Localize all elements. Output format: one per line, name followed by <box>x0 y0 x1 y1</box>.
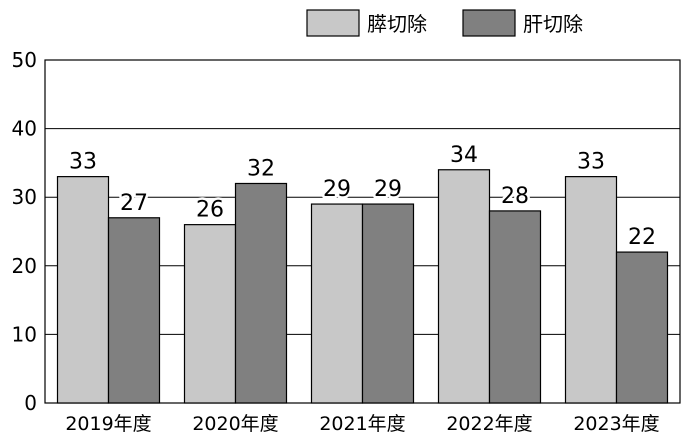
data-label-halo: 22 <box>628 225 656 250</box>
y-tick-label: 30 <box>12 185 37 209</box>
bar-series2 <box>361 203 415 404</box>
data-label: 29 <box>374 177 402 202</box>
x-tick-label: 2023年度 <box>573 413 659 435</box>
data-label: 27 <box>120 191 148 216</box>
axes: 0 10 20 30 40 50 2019年度 2020年度 2021年度 2022年度 2023年… <box>12 48 660 435</box>
data-label: 22 <box>628 225 656 250</box>
data-label: 29 <box>323 177 351 202</box>
legend-label: 肝切除 <box>523 12 583 36</box>
data-label-halo: 27 <box>120 191 148 216</box>
data-label-halo: 34 <box>450 143 478 168</box>
data-label-halo: 32 <box>247 156 275 181</box>
bar-series2 <box>107 217 161 404</box>
legend-label: 膵切除 <box>367 12 427 36</box>
x-tick-label: 2019年度 <box>65 413 151 435</box>
legend-swatch <box>306 9 360 37</box>
legend: 膵切除 肝切除 <box>306 9 583 37</box>
x-tick-label: 2020年度 <box>192 413 278 435</box>
x-tick-label: 2021年度 <box>319 413 405 435</box>
data-label-halo: 28 <box>501 184 529 209</box>
data-label: 32 <box>247 156 275 181</box>
legend-swatch <box>462 9 516 37</box>
bar-series1 <box>183 224 237 404</box>
data-label-halo: 29 <box>374 177 402 202</box>
y-tick-label: 40 <box>12 117 37 141</box>
y-tick-label: 10 <box>12 322 37 346</box>
data-label: 34 <box>450 143 478 168</box>
y-tick-label: 50 <box>12 48 37 72</box>
bar-series2 <box>488 210 542 404</box>
bar-series2 <box>615 251 669 404</box>
data-label: 26 <box>196 198 224 223</box>
y-tick-label: 20 <box>12 254 37 278</box>
bar-series2 <box>234 182 288 404</box>
bar-series1 <box>564 176 618 404</box>
data-label: 28 <box>501 184 529 209</box>
y-tick-label: 0 <box>24 391 37 415</box>
x-tick-label: 2022年度 <box>446 413 532 435</box>
bars <box>56 169 669 404</box>
data-label-halo: 33 <box>69 150 97 175</box>
bar-series1 <box>310 203 364 404</box>
bar-series1 <box>56 176 110 404</box>
data-label-halo: 33 <box>577 150 605 175</box>
bar-series1 <box>437 169 491 404</box>
data-label: 33 <box>69 150 97 175</box>
data-label: 33 <box>577 150 605 175</box>
data-label-halo: 29 <box>323 177 351 202</box>
data-label-halo: 26 <box>196 198 224 223</box>
